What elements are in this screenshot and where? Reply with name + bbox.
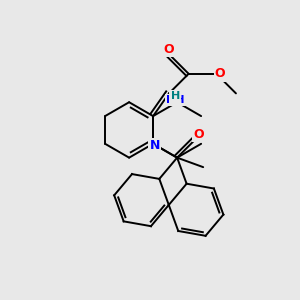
Text: NH: NH	[166, 95, 185, 105]
Text: O: O	[164, 43, 174, 56]
Text: H: H	[171, 92, 180, 101]
Text: O: O	[194, 128, 204, 141]
Text: O: O	[215, 67, 226, 80]
Text: N: N	[149, 139, 160, 152]
